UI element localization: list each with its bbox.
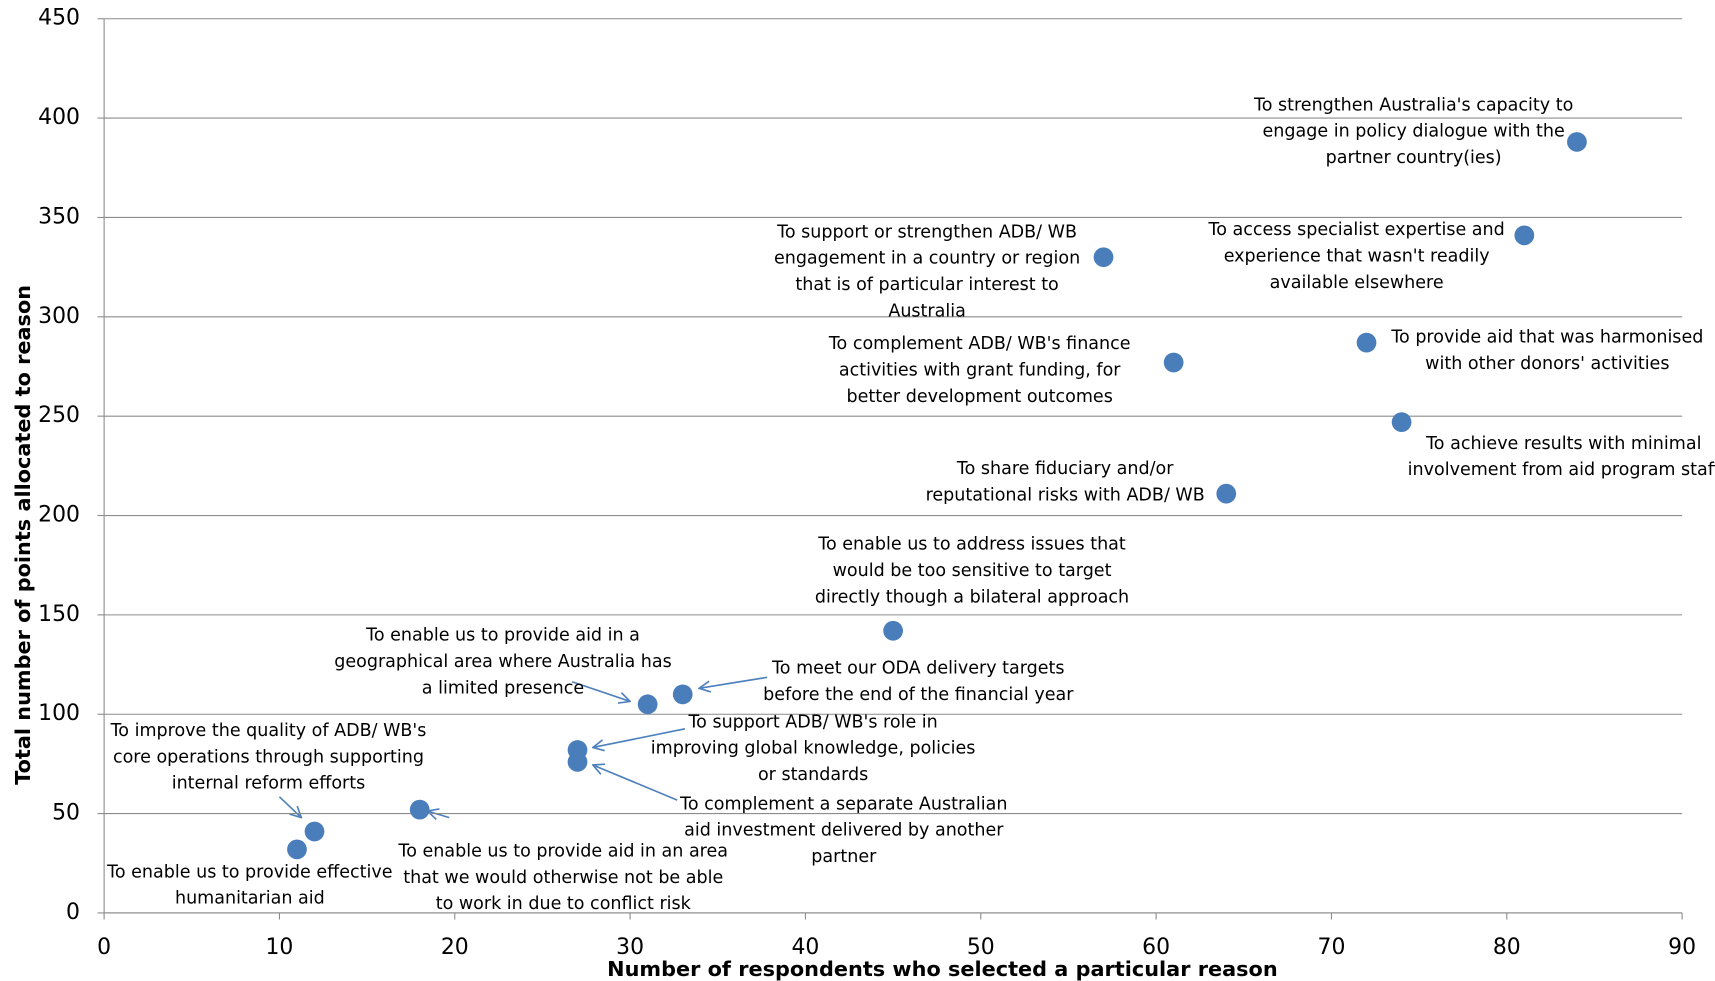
point-label: To achieve results with minimal [1425, 434, 1701, 454]
point [409, 799, 430, 820]
point-label: To support ADB/ WB's role in [687, 712, 937, 732]
x-tick-label: 90 [1668, 935, 1696, 960]
point-label: reputational risks with ADB/ WB [926, 485, 1205, 505]
point-label: To meet our ODA delivery targets [771, 659, 1064, 679]
arrow [427, 811, 450, 818]
point [1093, 247, 1114, 268]
point-label: experience that wasn't readily [1224, 247, 1490, 267]
point-label: To complement a separate Australian [679, 794, 1007, 814]
point-label: that is of particular interest to [795, 275, 1058, 295]
point-label: To improve the quality of ADB/ WB's [110, 721, 427, 741]
arrow [571, 680, 630, 702]
point-label: To enable us to address issues that [817, 535, 1126, 555]
point-label: or standards [758, 765, 868, 785]
x-tick-label: 0 [97, 935, 111, 960]
point-label: better development outcomes [847, 387, 1113, 407]
point [304, 821, 325, 842]
y-tick-label: 250 [38, 403, 80, 428]
point-label: humanitarian aid [175, 889, 325, 909]
point [1163, 352, 1184, 373]
y-tick-label: 350 [38, 204, 80, 229]
y-tick-label: 200 [38, 503, 80, 528]
point-label: geographical area where Australia has [334, 652, 672, 672]
arrow [278, 796, 301, 818]
point [1391, 412, 1412, 432]
y-tick-label: 100 [38, 701, 80, 726]
point-label: activities with grant funding, for [839, 361, 1121, 381]
point-label: with other donors' activities [1425, 354, 1669, 374]
point-label: To strengthen Australia's capacity to [1253, 95, 1573, 115]
point-label: available elsewhere [1270, 273, 1444, 293]
y-tick-label: 300 [38, 304, 80, 329]
point-label: would be too sensitive to target [833, 561, 1112, 581]
point-label: To enable us to provide effective [106, 862, 392, 882]
point-label: internal reform efforts [172, 774, 366, 794]
point-label: to work in due to conflict risk [436, 894, 692, 914]
arrow [699, 676, 768, 688]
point [883, 620, 903, 641]
point [1567, 132, 1587, 152]
point [287, 839, 307, 860]
point [1356, 332, 1377, 353]
point-label: To enable us to provide aid in an area [397, 842, 728, 862]
arrows [278, 676, 768, 818]
point-label: engage in policy dialogue with the [1263, 122, 1565, 142]
point-label: To complement ADB/ WB's finance [828, 334, 1131, 354]
point [1216, 483, 1237, 504]
x-axis-title: Number of respondents who selected a par… [607, 957, 1277, 981]
point-label: engagement in a country or region [774, 249, 1080, 269]
x-tick-label: 60 [1142, 935, 1170, 960]
y-tick-label: 450 [38, 6, 80, 31]
x-tick-label: 40 [792, 935, 820, 960]
point-label: a limited presence [422, 678, 584, 698]
point-label: before the end of the financial year [763, 685, 1074, 705]
point-label: that we would otherwise not be able [403, 868, 723, 888]
point-label: involvement from aid program staff [1408, 460, 1715, 480]
point-label: To share fiduciary and/or [956, 459, 1174, 479]
y-axis-title: Total number of points allocated to reas… [11, 285, 35, 785]
point-label: partner [811, 847, 877, 867]
point [637, 694, 658, 715]
y-tick-label: 400 [38, 105, 80, 130]
point-label: To enable us to provide aid in a [365, 626, 640, 646]
arrow [593, 728, 686, 748]
point [1514, 225, 1535, 246]
point-label: directly though a bilateral approach [815, 587, 1129, 607]
x-tick-label: 50 [967, 935, 995, 960]
point-label: To provide aid that was harmonised [1390, 328, 1703, 348]
x-tick-label: 20 [441, 935, 469, 960]
point-label: Australia [888, 301, 965, 321]
point [672, 684, 693, 705]
point [567, 752, 588, 772]
x-tick-label: 70 [1318, 935, 1346, 960]
point-label: partner country(ies) [1326, 148, 1502, 168]
y-tick-label: 0 [66, 900, 80, 925]
point-label: aid investment delivered by another [684, 821, 1004, 841]
point-label: To support or strengthen ADB/ WB [776, 222, 1077, 242]
y-tick-label: 50 [52, 801, 80, 826]
x-tick-label: 80 [1493, 935, 1521, 960]
x-tick-label: 10 [266, 935, 294, 960]
point-label: To access specialist expertise and [1208, 220, 1505, 240]
arrow [593, 765, 678, 801]
y-tick-label: 150 [38, 602, 80, 627]
point-label: improving global knowledge, policies [651, 739, 976, 759]
point-label: core operations through supporting [113, 747, 424, 767]
x-tick-label: 30 [616, 935, 644, 960]
